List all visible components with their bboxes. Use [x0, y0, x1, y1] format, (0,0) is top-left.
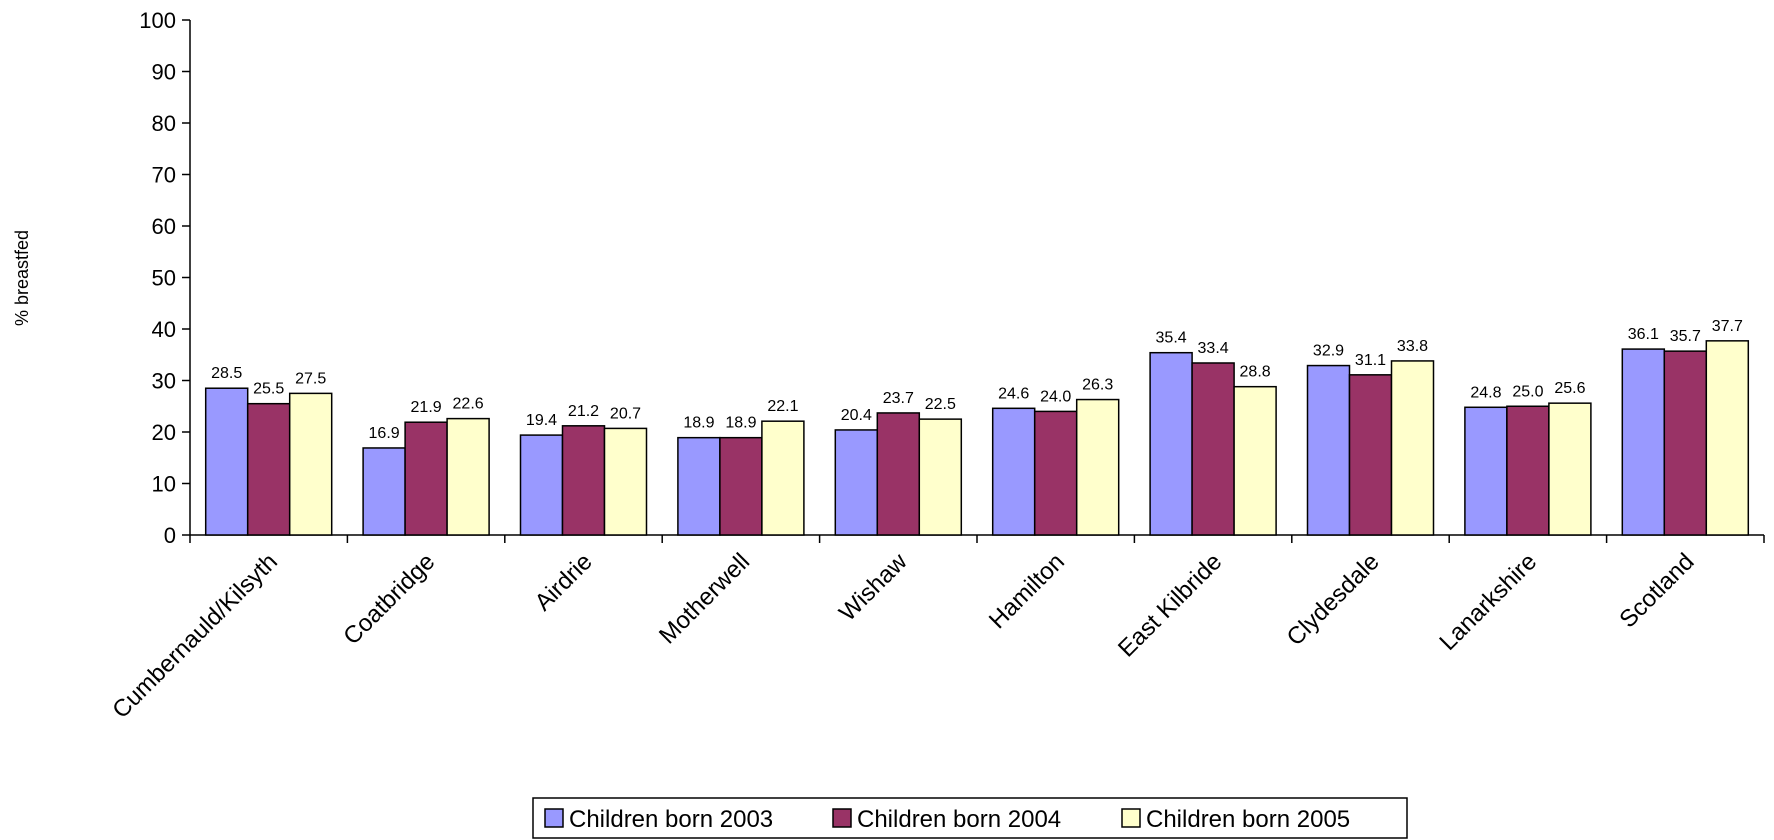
legend-swatch — [544, 808, 564, 828]
bar — [519, 434, 564, 536]
legend-label: Children born 2005 — [1146, 806, 1350, 833]
y-tick-label: 60 — [152, 214, 176, 239]
bar — [761, 420, 805, 536]
data-label: 18.9 — [725, 415, 756, 432]
bar — [246, 402, 291, 536]
data-label: 20.4 — [841, 407, 872, 424]
bar — [1506, 405, 1550, 536]
data-label: 33.4 — [1198, 340, 1229, 357]
data-label: 23.7 — [883, 390, 914, 407]
y-tick-label: 0 — [164, 523, 176, 548]
bar — [719, 436, 763, 536]
legend-swatch — [1121, 808, 1141, 828]
data-labels: 28.5 25.5 27.5 16.9 21.9 22.6 19.4 21.2 20.7 18.9… — [211, 318, 1743, 442]
data-label: 24.8 — [1470, 384, 1501, 401]
bar — [1306, 364, 1351, 536]
y-tick-label: 90 — [152, 60, 176, 85]
data-label: 25.5 — [253, 381, 284, 398]
bar — [446, 417, 490, 536]
data-label: 35.4 — [1156, 330, 1187, 347]
x-tick-label: Clydesdale — [1282, 548, 1385, 651]
legend-label: Children born 2004 — [857, 806, 1061, 833]
data-label: 37.7 — [1712, 318, 1743, 335]
bar — [677, 436, 721, 536]
data-label: 33.8 — [1397, 338, 1428, 355]
legend-label: Children born 2003 — [569, 806, 773, 833]
bar — [1075, 398, 1120, 536]
x-tick-label: East Kilbride — [1113, 548, 1227, 662]
bar — [603, 427, 648, 536]
data-label: 24.0 — [1040, 388, 1071, 405]
bar — [362, 447, 406, 536]
x-tick-label: Lanarkshire — [1434, 548, 1542, 656]
y-tick-label: 40 — [152, 317, 176, 342]
data-label: 16.9 — [369, 425, 400, 442]
data-label: 22.5 — [925, 396, 956, 413]
data-label: 19.4 — [526, 412, 557, 429]
y-tick-label: 50 — [152, 266, 176, 291]
bar — [1233, 385, 1277, 536]
y-tick-label: 30 — [152, 369, 176, 394]
x-tick-label: Motherwell — [654, 548, 755, 649]
data-label: 35.7 — [1670, 328, 1701, 345]
bar — [1705, 340, 1750, 536]
bars — [204, 340, 1750, 536]
bar — [1390, 360, 1435, 536]
x-tick-labels: Cumbernauld/Kilsyth Coatbridge Airdrie Moth… — [107, 548, 1699, 724]
x-tick-label: Airdrie — [530, 548, 598, 616]
bar — [834, 429, 879, 536]
data-label: 28.5 — [211, 365, 242, 382]
legend: Children born 2003 Children born 2004 Chil… — [532, 797, 1408, 839]
bar — [1033, 410, 1078, 536]
data-label: 25.6 — [1554, 380, 1585, 397]
data-label: 25.0 — [1512, 383, 1543, 400]
bar — [1548, 402, 1592, 536]
data-label: 27.5 — [295, 370, 326, 387]
data-label: 21.2 — [568, 403, 599, 420]
bar — [1464, 406, 1508, 536]
data-label: 24.6 — [998, 385, 1029, 402]
data-label: 18.9 — [683, 415, 714, 432]
y-axis-label: % breastfed — [12, 230, 32, 326]
bar — [1191, 362, 1235, 536]
data-label: 22.1 — [767, 398, 798, 415]
x-tick-label: Scotland — [1614, 548, 1699, 633]
bar — [1621, 348, 1666, 536]
data-label: 36.1 — [1628, 326, 1659, 343]
y-tick-label: 70 — [152, 163, 176, 188]
bar — [404, 421, 448, 536]
data-label: 31.1 — [1355, 352, 1386, 369]
data-label: 22.6 — [453, 396, 484, 413]
bar — [1663, 350, 1708, 536]
y-tick-label: 100 — [139, 8, 176, 33]
legend-swatch — [832, 808, 852, 828]
x-tick-label: Coatbridge — [338, 548, 440, 650]
bar — [288, 392, 333, 536]
data-label: 26.3 — [1082, 377, 1113, 394]
bar — [1149, 351, 1193, 536]
x-tick-label: Hamilton — [984, 548, 1070, 634]
data-label: 20.7 — [610, 405, 641, 422]
data-label: 32.9 — [1313, 343, 1344, 360]
x-tick-label: Cumbernauld/Kilsyth — [107, 548, 283, 724]
legend-box — [532, 797, 1408, 839]
bar — [204, 387, 249, 536]
bar — [561, 425, 606, 536]
x-tick-label: Wishaw — [834, 548, 913, 627]
bar — [991, 407, 1036, 536]
y-tick-label: 80 — [152, 111, 176, 136]
bar — [876, 412, 921, 536]
y-tick-label: 20 — [152, 420, 176, 445]
bar — [1348, 374, 1393, 536]
y-tick-label: 10 — [152, 472, 176, 497]
data-label: 28.8 — [1240, 364, 1271, 381]
bar — [918, 418, 963, 536]
data-label: 21.9 — [411, 399, 442, 416]
